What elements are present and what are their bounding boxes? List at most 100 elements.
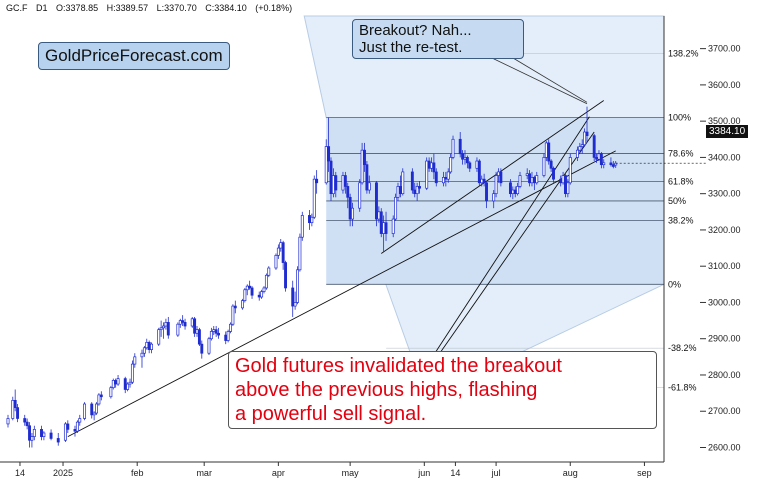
candle-body	[217, 332, 220, 336]
candle-body	[92, 412, 96, 416]
candle	[492, 190, 496, 209]
candle-body	[377, 211, 381, 220]
candle	[384, 211, 388, 241]
candle	[66, 420, 70, 433]
candle-body	[147, 341, 151, 350]
x-tick-label: apr	[272, 468, 285, 478]
candle-body	[133, 356, 137, 365]
candle	[264, 273, 268, 290]
candle-body	[11, 400, 15, 419]
candle	[123, 376, 127, 394]
candle-body	[499, 171, 503, 184]
candle	[40, 425, 43, 441]
x-tick-label: may	[342, 468, 360, 478]
candle-body	[415, 186, 419, 195]
candle-body	[580, 144, 584, 147]
candle	[140, 349, 144, 368]
candle-body	[449, 157, 453, 173]
candle	[97, 393, 101, 406]
candle	[449, 153, 453, 174]
candle-body	[367, 182, 371, 191]
candle	[128, 378, 132, 388]
candle	[145, 338, 149, 350]
candle	[578, 142, 582, 154]
candle-body	[535, 175, 539, 184]
candle-body	[97, 394, 101, 405]
candle-body	[516, 186, 520, 195]
x-tick-label: 2025	[53, 468, 73, 478]
candle	[262, 286, 266, 294]
candle-body	[552, 167, 555, 180]
candle-body	[245, 285, 249, 291]
candle	[363, 142, 366, 172]
candle	[516, 182, 520, 196]
candle-body	[16, 407, 20, 419]
callout-sell-signal-line-2: above the previous highs, flashing	[235, 379, 538, 401]
candle	[150, 342, 154, 354]
candle-body	[267, 267, 271, 276]
candle-body	[183, 322, 187, 327]
candle	[291, 280, 295, 317]
candle-body	[341, 175, 345, 191]
trendline	[411, 116, 590, 388]
candle-body	[315, 178, 319, 184]
candle	[477, 159, 481, 187]
candle	[92, 411, 96, 421]
candle	[458, 132, 462, 158]
callout-pointers	[491, 54, 588, 105]
candle	[245, 284, 249, 296]
candle-body	[75, 421, 79, 432]
candle	[183, 318, 187, 330]
candle-body	[609, 162, 613, 166]
candle-body	[162, 325, 165, 329]
candle	[315, 170, 319, 194]
candle-body	[78, 418, 82, 423]
candle	[542, 153, 546, 178]
fib-level-label: 78.6%	[668, 148, 694, 158]
candle-body	[193, 318, 197, 334]
candle	[566, 179, 570, 198]
candle-body	[492, 193, 496, 202]
candle-body	[525, 173, 529, 176]
x-tick-label: sep	[637, 468, 652, 478]
candle-body	[602, 162, 606, 166]
candle-body	[28, 425, 31, 441]
candle-body	[300, 215, 304, 238]
candle	[358, 179, 362, 212]
candle-body	[614, 162, 618, 166]
candle	[133, 353, 137, 368]
candle	[157, 327, 161, 346]
y-tick-label: 3400.00	[708, 152, 741, 162]
callout-breakout-line-1: Breakout? Nah...	[359, 22, 472, 39]
candle	[214, 326, 218, 337]
candle-body	[25, 421, 29, 427]
candle	[552, 166, 555, 183]
candle-body	[73, 429, 77, 432]
x-tick-label: 14	[15, 468, 25, 478]
candle-body	[561, 175, 565, 184]
candle-body	[207, 338, 211, 354]
candle	[293, 291, 297, 310]
candle	[580, 139, 584, 154]
candle	[30, 432, 34, 448]
candle	[193, 316, 197, 337]
x-tick-label: 14	[450, 468, 460, 478]
candle-body	[351, 207, 354, 220]
candle-body	[291, 287, 295, 307]
callout-breakout-line-2: Just the re-test.	[359, 39, 463, 56]
candle-body	[542, 157, 546, 176]
candle-body	[418, 186, 421, 189]
candle	[499, 168, 503, 187]
candle-body	[528, 173, 532, 184]
candle-body	[485, 182, 488, 202]
candle-body	[363, 149, 366, 166]
candle-body	[583, 131, 587, 146]
candle	[334, 171, 338, 198]
candle	[367, 175, 371, 194]
candle-body	[446, 171, 450, 180]
candle-body	[465, 157, 469, 164]
candle-body	[56, 438, 60, 443]
candle-body	[257, 294, 261, 298]
candle-body	[382, 222, 386, 234]
candle	[432, 153, 436, 180]
